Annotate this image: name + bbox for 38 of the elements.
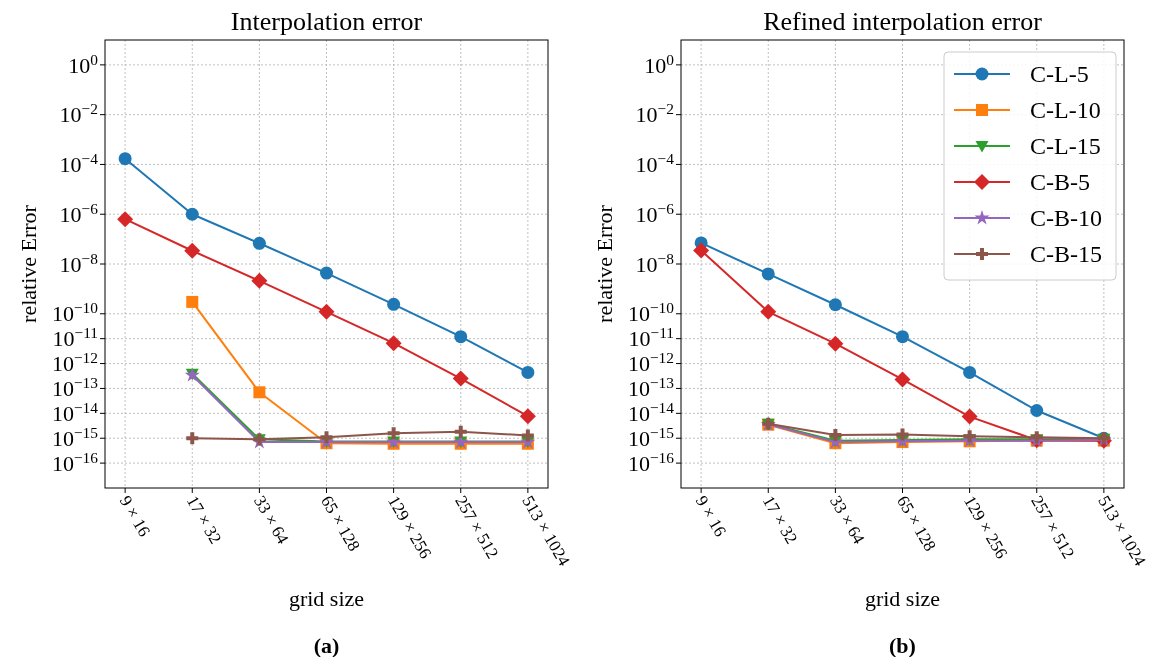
x-tick-label: 9 × 16 (115, 492, 154, 540)
legend-label: C-L-15 (1030, 133, 1101, 160)
chart-title: Refined interpolation error (763, 7, 1043, 36)
y-axis-title: relative Error (592, 204, 617, 323)
x-tick-label: 33 × 64 (249, 492, 293, 548)
x-tick-label: 257 × 512 (1027, 492, 1079, 562)
legend-label: C-B-10 (1030, 205, 1102, 232)
legend-label: C-L-10 (1030, 97, 1101, 124)
y-tick-label: 10$^{−16}$ (51, 448, 99, 476)
y-tick-label: 10$^{−4}$ (59, 149, 99, 178)
x-tick-label: 9 × 16 (691, 492, 730, 540)
legend-label: C-B-15 (1030, 241, 1102, 268)
x-tick-label: 65 × 128 (893, 492, 940, 555)
chart-title: Interpolation error (230, 7, 423, 36)
y-tick-label: 10$^{−8}$ (635, 249, 675, 277)
y-tick-label: 10$^{0}$ (644, 50, 675, 78)
x-tick-label: 129 × 256 (960, 492, 1012, 562)
text: (a) (313, 633, 340, 657)
x-tick-label: 65 × 128 (317, 492, 364, 555)
x-tick-label: 17 × 32 (758, 492, 802, 548)
x-axis-title: grid size (288, 586, 365, 611)
y-tick-label: 10$^{−6}$ (59, 199, 99, 227)
x-tick-label: 129 × 256 (384, 492, 436, 562)
text: (b) (889, 633, 916, 657)
x-axis-title: grid size (864, 586, 941, 611)
y-tick-label: 10$^{−2}$ (59, 99, 98, 128)
legend-label: C-L-5 (1030, 61, 1089, 88)
y-tick-label: 10$^{−16}$ (627, 448, 675, 476)
legend-label: C-B-5 (1030, 169, 1090, 196)
x-tick-label: 17 × 32 (182, 492, 226, 548)
y-axis-title: relative Error (16, 204, 41, 323)
y-tick-label: 10$^{−6}$ (635, 199, 675, 227)
y-tick-label: 10$^{0}$ (68, 50, 99, 78)
y-tick-label: 10$^{−8}$ (59, 249, 99, 277)
x-tick-label: 33 × 64 (825, 492, 869, 548)
x-tick-label: 257 × 512 (451, 492, 503, 562)
y-tick-label: 10$^{−2}$ (635, 99, 674, 128)
y-tick-label: 10$^{−4}$ (635, 149, 675, 178)
